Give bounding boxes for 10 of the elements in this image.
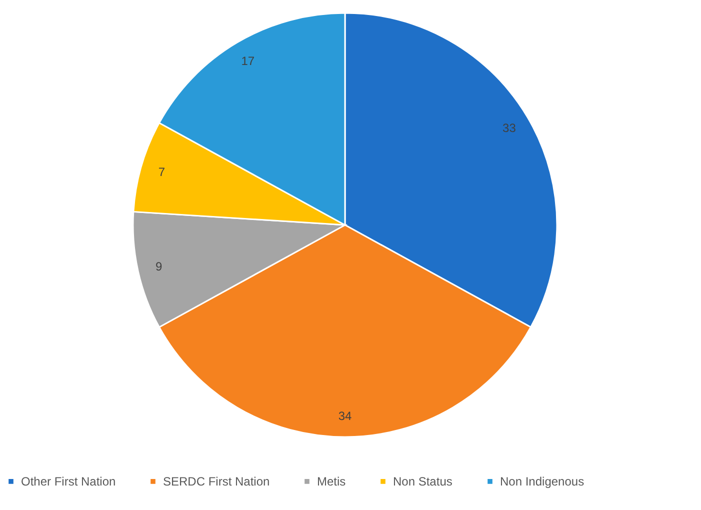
legend-label: SERDC First Nation xyxy=(163,474,270,488)
data-label: 34 xyxy=(338,408,352,423)
data-label: 33 xyxy=(502,120,516,135)
data-label: 17 xyxy=(241,54,255,68)
legend-label: Non Indigenous xyxy=(500,474,584,488)
legend-label: Non Status xyxy=(393,474,452,488)
legend-label: Other First Nation xyxy=(21,474,116,488)
data-label: 9 xyxy=(155,260,162,274)
data-label: 7 xyxy=(158,164,166,179)
legend-label: Metis xyxy=(317,474,346,488)
